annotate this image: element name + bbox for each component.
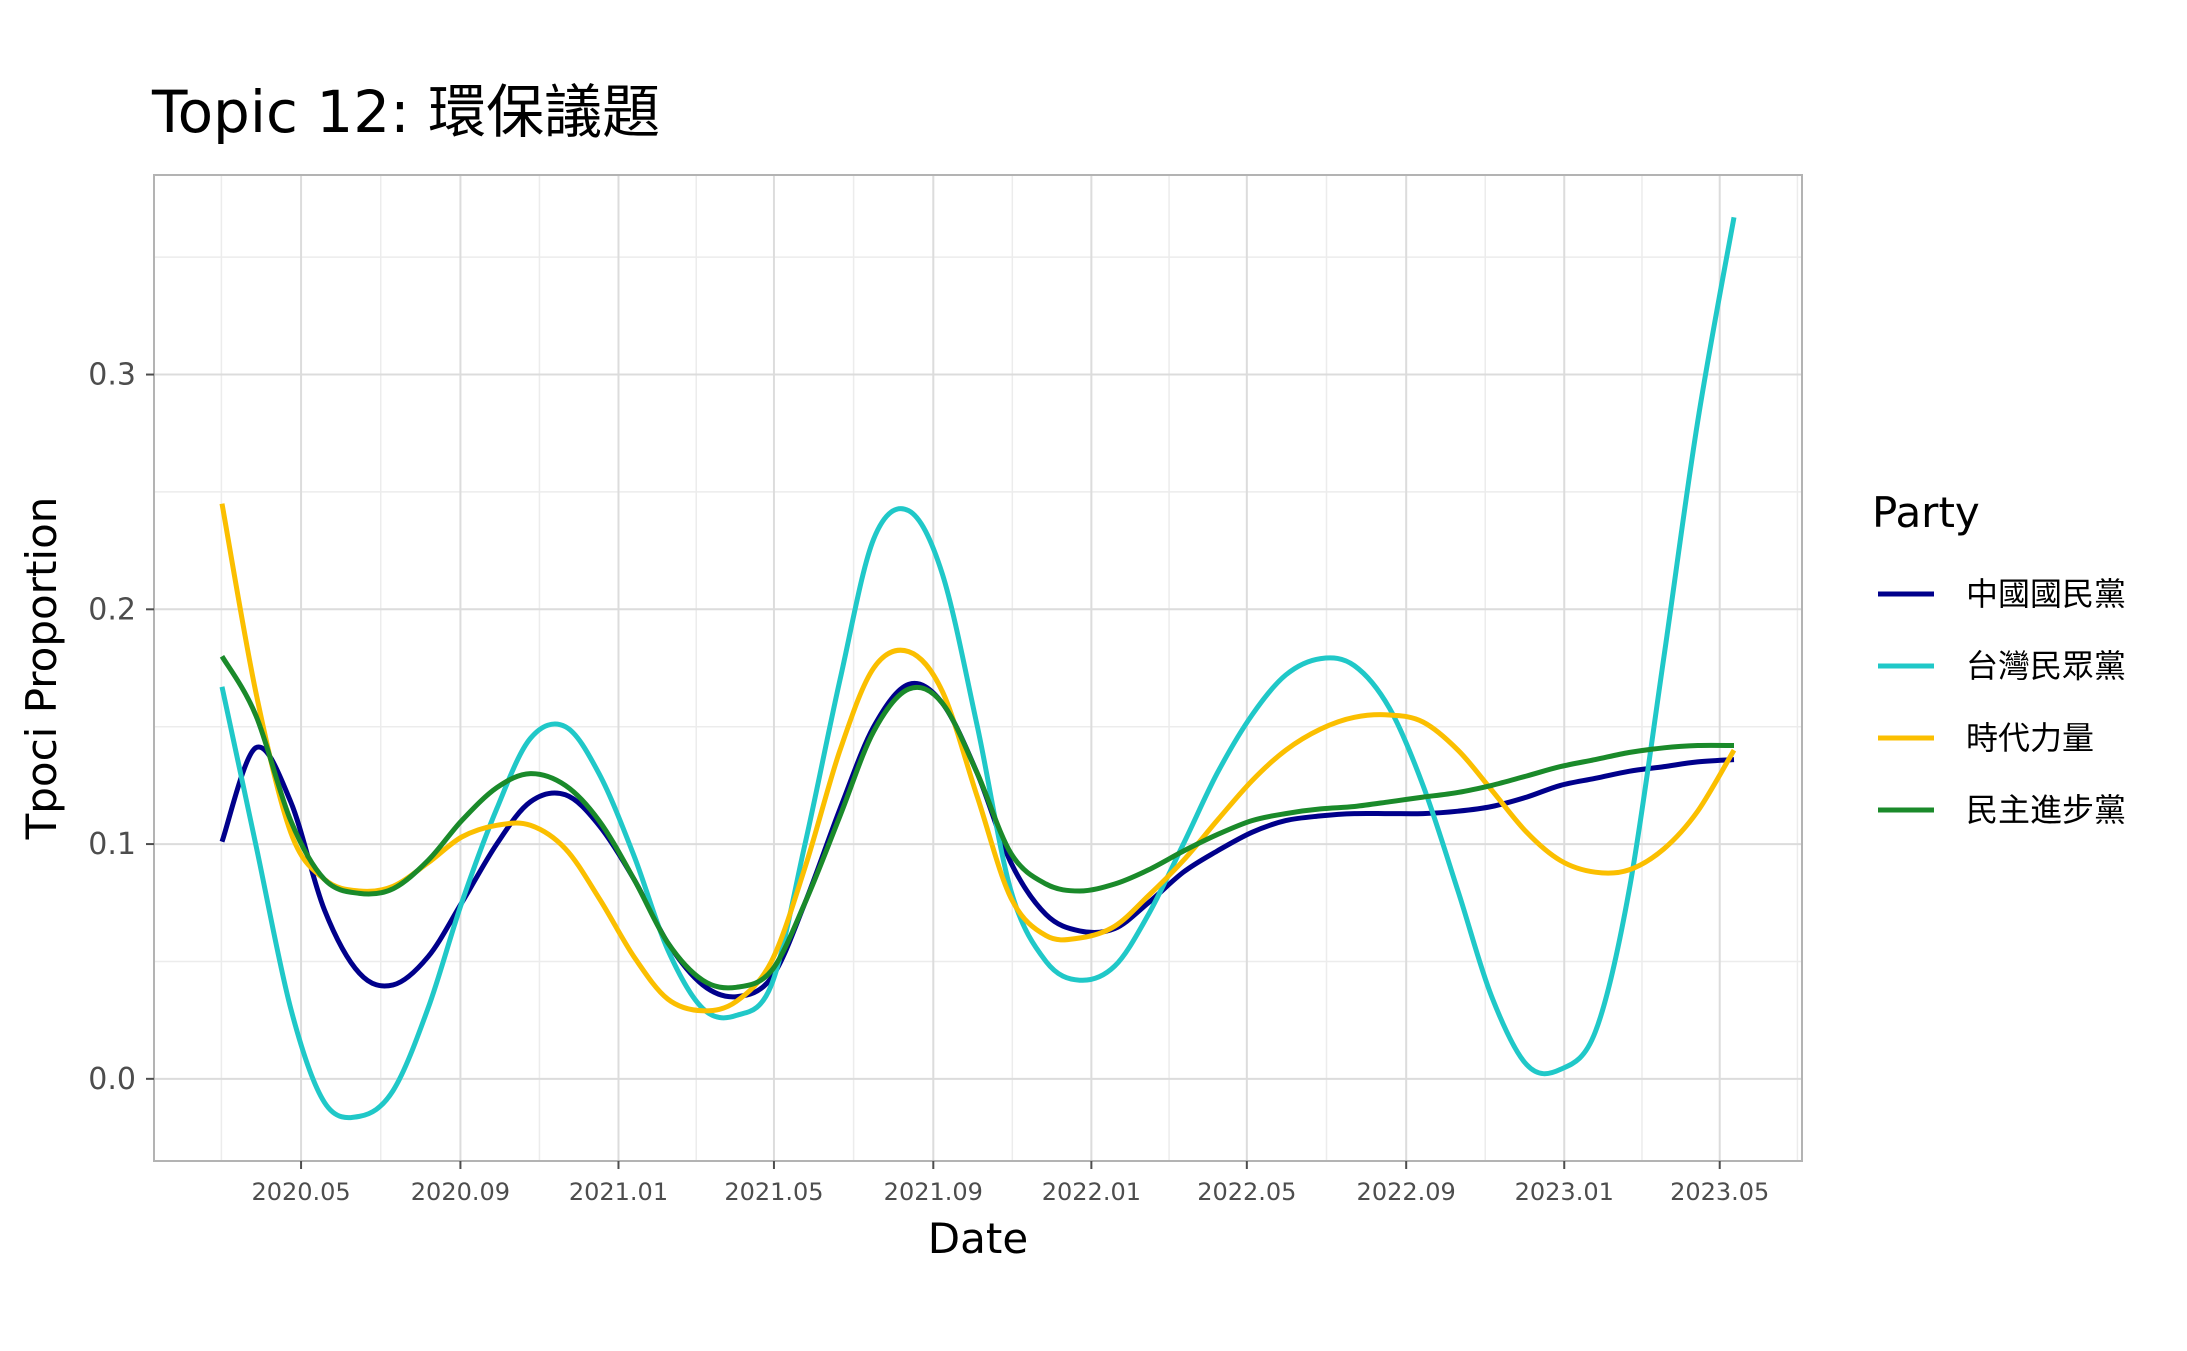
- x-tick-label: 2022.01: [1042, 1178, 1141, 1206]
- legend-title: Party: [1872, 488, 1980, 537]
- x-tick-label: 2022.09: [1357, 1178, 1456, 1206]
- series-line-3: [219, 503, 1737, 1014]
- x-tick-label: 2021.01: [569, 1178, 668, 1206]
- y-tick-label: 0.1: [88, 827, 136, 862]
- series-line-2: [219, 216, 1737, 1121]
- x-axis-title: Date: [928, 1214, 1028, 1263]
- x-tick-label: 2021.09: [884, 1178, 983, 1206]
- y-tick-label: 0.2: [88, 592, 136, 627]
- legend-label-3: 時代力量: [1966, 719, 2094, 757]
- legend-label-2: 台灣民眾黨: [1966, 647, 2126, 685]
- series-line-4: [219, 655, 1735, 991]
- x-tick-label: 2021.05: [724, 1178, 823, 1206]
- y-tick-label: 0.3: [88, 358, 136, 393]
- x-tick-label: 2023.05: [1670, 1178, 1769, 1206]
- grid-lines: [154, 175, 1802, 1161]
- legend-label-1: 中國國民黨: [1966, 575, 2126, 613]
- x-tick-label: 2020.09: [411, 1178, 510, 1206]
- legend-label-4: 民主進步黨: [1966, 791, 2126, 829]
- plot-panel-border: [153, 174, 1803, 1162]
- y-axis-title: Tpoci Proportion: [17, 497, 66, 841]
- y-tick-label: 0.0: [88, 1062, 136, 1097]
- x-tick-label: 2020.05: [251, 1178, 350, 1206]
- x-axis-ticks: 2020.05 2020.09 2021.01 2021.05 2021.09 2022.…: [251, 1161, 1769, 1206]
- chart-title: Topic 12: 環保議題: [151, 78, 660, 146]
- y-axis-ticks: 0.0 0.1 0.2 0.3: [88, 358, 154, 1097]
- x-tick-label: 2022.05: [1197, 1178, 1296, 1206]
- series-lines: [219, 216, 1737, 1121]
- x-tick-label: 2023.01: [1515, 1178, 1614, 1206]
